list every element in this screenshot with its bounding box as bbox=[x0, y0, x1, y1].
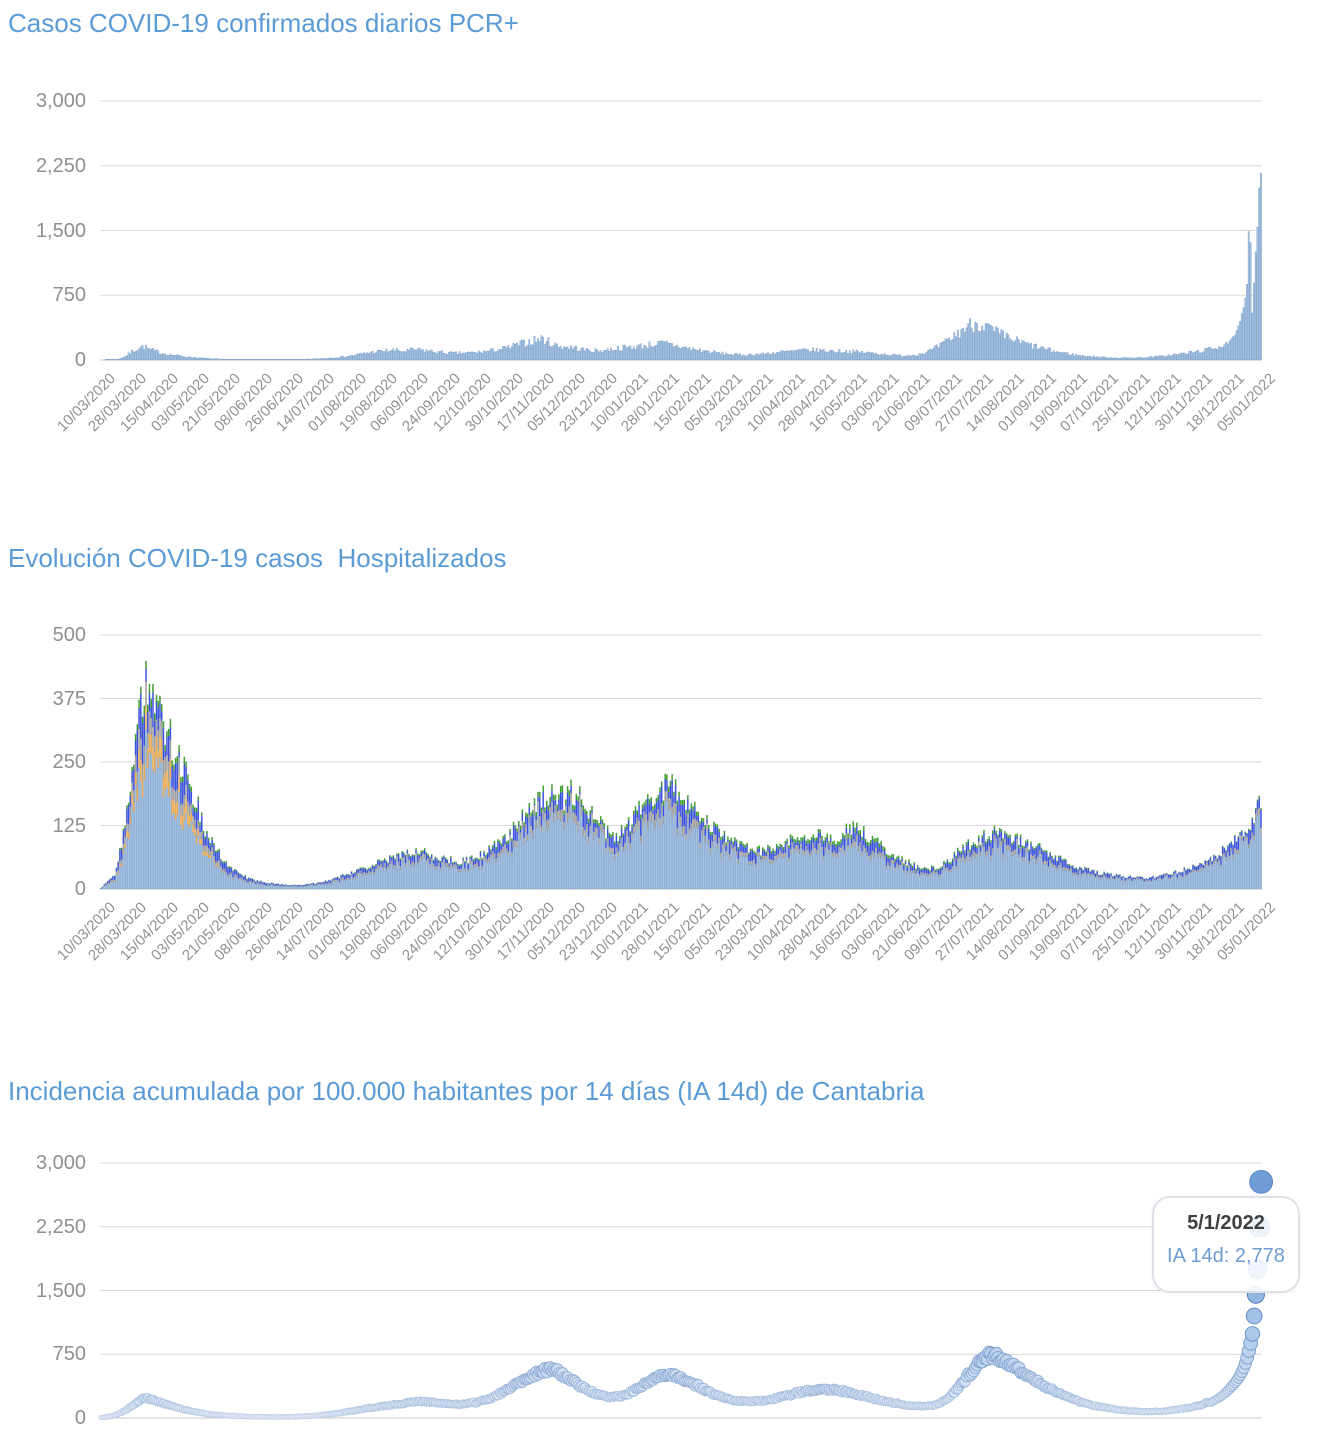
layer-blue[interactable] bbox=[99, 668, 1262, 889]
chart-title-hospitalized: Evolución COVID-19 casos Hospitalizados bbox=[8, 543, 507, 573]
y-axis-label: 0 bbox=[74, 878, 86, 900]
y-axis-label: 375 bbox=[52, 687, 86, 710]
chart-pcr-section: Casos COVID-19 confirmados diarios PCR+ … bbox=[0, 0, 1319, 530]
y-axis-label: 500 bbox=[52, 624, 86, 646]
y-axis-label: 250 bbox=[52, 751, 86, 773]
hospitalized-plot[interactable] bbox=[0, 530, 1319, 1075]
tooltip-date: 5/1/2022 bbox=[1187, 1212, 1265, 1234]
y-axis-label: 125 bbox=[52, 814, 86, 837]
pcr-bars[interactable] bbox=[105, 172, 1262, 361]
y-axis-label: 1,500 bbox=[35, 219, 86, 242]
chart-title-incidence: Incidencia acumulada por 100.000 habitan… bbox=[8, 1076, 925, 1106]
pcr-plot[interactable] bbox=[0, 0, 1319, 530]
y-axis-label: 0 bbox=[74, 1407, 86, 1429]
incidence-plot[interactable] bbox=[0, 1075, 1319, 1440]
layer-orange[interactable] bbox=[101, 706, 226, 888]
chart-hospitalized-section: Evolución COVID-19 casos Hospitalizados … bbox=[0, 530, 1319, 1075]
layer-green[interactable] bbox=[101, 660, 1262, 887]
y-axis-label: 3,000 bbox=[35, 90, 86, 112]
y-axis-label: 3,000 bbox=[35, 1152, 86, 1174]
highlight-point[interactable] bbox=[1249, 1169, 1274, 1194]
y-axis-label: 750 bbox=[52, 1343, 86, 1366]
layer-gray[interactable] bbox=[99, 681, 1262, 889]
tooltip-value: IA 14d: 2,778 bbox=[1167, 1245, 1285, 1267]
y-axis-label: 750 bbox=[52, 284, 86, 307]
chart-title-pcr: Casos COVID-19 confirmados diarios PCR+ bbox=[8, 8, 519, 38]
ia14d-points[interactable] bbox=[98, 1169, 1274, 1421]
y-axis-label: 2,250 bbox=[35, 154, 86, 177]
y-axis-label: 2,250 bbox=[35, 1215, 86, 1238]
y-axis-label: 1,500 bbox=[35, 1279, 86, 1302]
tooltip: 5/1/2022 IA 14d: 2,778 bbox=[1152, 1196, 1300, 1293]
chart-incidence-section: Incidencia acumulada por 100.000 habitan… bbox=[0, 1075, 1319, 1440]
y-axis-label: 0 bbox=[74, 349, 86, 371]
